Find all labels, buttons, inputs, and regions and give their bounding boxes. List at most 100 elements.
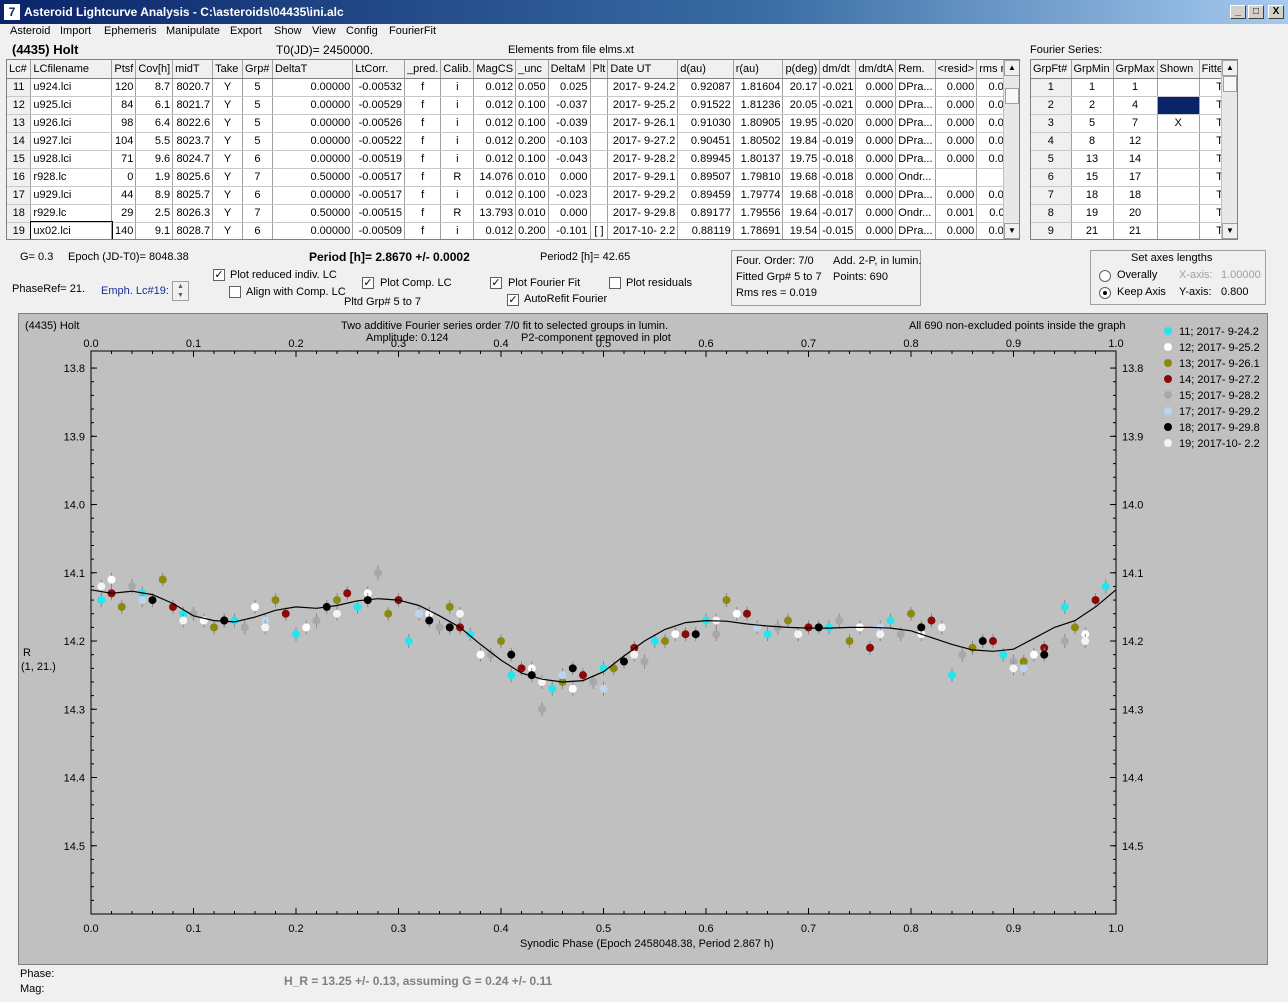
table-cell[interactable]: f: [404, 168, 442, 187]
table-cell[interactable]: 0.000: [855, 168, 897, 187]
table-cell[interactable]: Ondr...: [895, 204, 936, 223]
table-cell[interactable]: 8022.6: [172, 114, 214, 133]
table-cell[interactable]: DPra...: [895, 132, 936, 151]
table-cell[interactable]: 0.000: [935, 186, 978, 205]
table-cell[interactable]: -0.018: [819, 186, 857, 205]
table-cell[interactable]: 7: [242, 204, 273, 223]
table-cell[interactable]: 5: [1071, 114, 1114, 133]
table-cell[interactable]: -0.039: [548, 114, 591, 133]
table-cell[interactable]: 2017- 9-28.2: [607, 150, 679, 169]
lc-col-header[interactable]: Grp#: [242, 60, 273, 79]
table-cell[interactable]: 0.010: [515, 204, 549, 223]
table-row[interactable]: 8 19 20 T: [1031, 204, 1227, 223]
table-cell[interactable]: i: [440, 222, 475, 239]
table-cell[interactable]: 8021.7: [172, 96, 214, 115]
table-cell[interactable]: 0.000: [935, 96, 978, 115]
table-cell[interactable]: -0.00522: [352, 132, 406, 151]
table-cell[interactable]: 0.89459: [677, 186, 734, 205]
table-cell[interactable]: DPra...: [895, 150, 936, 169]
table-cell[interactable]: [1157, 78, 1200, 97]
table-cell[interactable]: 8: [1071, 132, 1114, 151]
table-cell[interactable]: 29: [111, 204, 137, 223]
table-cell[interactable]: f: [404, 204, 442, 223]
table-cell[interactable]: f: [404, 96, 442, 115]
table-cell[interactable]: -0.00526: [352, 114, 406, 133]
table-cell[interactable]: 0.050: [515, 78, 549, 97]
fourier-col-header[interactable]: Fitte: [1199, 60, 1227, 79]
table-cell[interactable]: 0.50000: [272, 204, 354, 223]
table-cell[interactable]: DPra...: [895, 222, 936, 239]
table-cell[interactable]: 8028.7: [172, 222, 214, 239]
table-cell[interactable]: 0.025: [548, 78, 591, 97]
table-cell[interactable]: 8025.6: [172, 168, 214, 187]
emph-lc-spinner[interactable]: ▲ ▼: [172, 281, 189, 301]
table-cell[interactable]: 0.91522: [677, 96, 734, 115]
table-cell[interactable]: 20.05: [782, 96, 821, 115]
row-header[interactable]: 3: [1031, 114, 1072, 133]
table-cell[interactable]: DPra...: [895, 96, 936, 115]
table-row[interactable]: 13 u926.lci 98 6.4 8022.6 Y 5 0.00000 -0.00526 f i…: [7, 114, 1019, 133]
table-row[interactable]: 15 u928.lci 71 9.6 8024.7 Y 6 0.00000 -0.00519 f i…: [7, 150, 1019, 169]
table-cell[interactable]: 0.00000: [272, 132, 354, 151]
table-cell[interactable]: r928.lc: [30, 168, 113, 187]
lc-col-header[interactable]: _pred.: [404, 60, 442, 79]
table-cell[interactable]: 0.012: [473, 96, 517, 115]
table-cell[interactable]: 2: [1071, 96, 1114, 115]
table-cell[interactable]: 1.80137: [733, 150, 784, 169]
table-row[interactable]: 4 8 12 T: [1031, 132, 1227, 151]
table-cell[interactable]: 13: [1071, 150, 1114, 169]
table-cell[interactable]: 0.000: [855, 132, 897, 151]
table-cell[interactable]: u928.lci: [30, 150, 113, 169]
table-row[interactable]: 14 u927.lci 104 5.5 8023.7 Y 5 0.00000 -0.00522 f…: [7, 132, 1019, 151]
table-cell[interactable]: 104: [111, 132, 137, 151]
scroll-down-arrow[interactable]: ▼: [1222, 223, 1237, 239]
table-cell[interactable]: Y: [212, 96, 243, 115]
table-cell[interactable]: -0.021: [819, 96, 857, 115]
table-row[interactable]: 12 u925.lci 84 6.1 8021.7 Y 5 0.00000 -0.00529 f i…: [7, 96, 1019, 115]
table-cell[interactable]: u925.lci: [30, 96, 113, 115]
table-cell[interactable]: -0.00517: [352, 168, 406, 187]
table-cell[interactable]: 1.78691: [733, 222, 784, 239]
table-cell[interactable]: [590, 186, 609, 205]
table-cell[interactable]: 0.89177: [677, 204, 734, 223]
table-cell[interactable]: 44: [111, 186, 137, 205]
table-cell[interactable]: 12: [1113, 132, 1158, 151]
table-cell[interactable]: 0.000: [855, 150, 897, 169]
lc-col-header[interactable]: DeltaT: [272, 60, 354, 79]
table-cell[interactable]: 0.012: [473, 186, 517, 205]
table-cell[interactable]: Y: [212, 222, 243, 239]
table-cell[interactable]: 0.000: [548, 204, 591, 223]
table-cell[interactable]: -0.00532: [352, 78, 406, 97]
table-cell[interactable]: 1.79774: [733, 186, 784, 205]
table-cell[interactable]: 17: [1113, 168, 1158, 187]
table-row[interactable]: 19 ux02.lci 140 9.1 8028.7 Y 6 0.00000 -0.00509 f…: [7, 221, 1019, 239]
table-cell[interactable]: 0.000: [855, 186, 897, 205]
table-cell[interactable]: 19: [1071, 204, 1114, 223]
table-cell[interactable]: 0.200: [515, 132, 549, 151]
table-cell[interactable]: 1.9: [135, 168, 174, 187]
lc-col-header[interactable]: LCfilename: [30, 60, 113, 79]
table-cell[interactable]: -0.043: [548, 150, 591, 169]
table-cell[interactable]: 0.012: [473, 222, 517, 239]
lightcurve-plot[interactable]: (4435) Holt Two additive Fourier series …: [18, 313, 1268, 965]
table-cell[interactable]: 6.4: [135, 114, 174, 133]
table-cell[interactable]: 5.5: [135, 132, 174, 151]
table-cell[interactable]: -0.017: [819, 204, 857, 223]
table-cell[interactable]: f: [404, 132, 442, 151]
fourier-col-header[interactable]: Shown: [1157, 60, 1200, 79]
table-cell[interactable]: 1.81604: [733, 78, 784, 97]
table-cell[interactable]: -0.037: [548, 96, 591, 115]
table-cell[interactable]: 8023.7: [172, 132, 214, 151]
lc-col-header[interactable]: d(au): [677, 60, 734, 79]
row-header[interactable]: 11: [7, 78, 32, 97]
table-cell[interactable]: 21: [1071, 222, 1114, 239]
table-cell[interactable]: -0.018: [819, 150, 857, 169]
table-cell[interactable]: 0.000: [548, 168, 591, 187]
table-cell[interactable]: [1157, 150, 1200, 169]
table-cell[interactable]: 0.00000: [272, 186, 354, 205]
table-cell[interactable]: 20: [1113, 204, 1158, 223]
table-cell[interactable]: 21: [1113, 222, 1158, 239]
table-cell[interactable]: -0.019: [819, 132, 857, 151]
table-cell[interactable]: 120: [111, 78, 137, 97]
